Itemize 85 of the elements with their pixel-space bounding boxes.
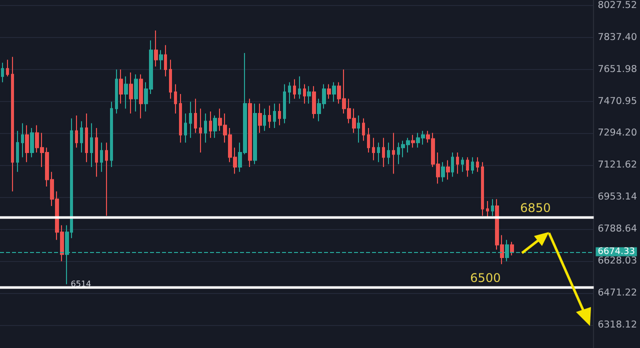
- candlestick: [115, 69, 118, 114]
- candlestick: [298, 76, 301, 100]
- candlestick: [110, 101, 113, 168]
- ref-line-label: 6850: [520, 201, 551, 216]
- candlestick: [154, 30, 158, 68]
- candlestick: [174, 84, 177, 114]
- candlestick: [392, 132, 395, 174]
- y-tick-label: 7651.98: [598, 64, 638, 75]
- candlestick: [100, 142, 103, 172]
- candlestick: [293, 78, 296, 100]
- candlestick: [213, 114, 217, 138]
- y-tick-label: 6953.14: [598, 192, 638, 203]
- candlestick: [169, 59, 172, 100]
- candlestick: [263, 108, 266, 132]
- candlestick: [258, 103, 262, 134]
- candlestick: [21, 122, 24, 158]
- candlestick: [179, 93, 182, 144]
- candlestick: [312, 86, 316, 119]
- candlestick: [283, 84, 286, 124]
- candlestick: [16, 130, 19, 172]
- candlestick: [184, 112, 187, 144]
- candlestick: [1, 62, 4, 83]
- candlestick: [327, 84, 331, 100]
- y-tick-label: 6628.03: [598, 256, 638, 267]
- candlestick: [303, 84, 306, 104]
- candlestick: [124, 76, 128, 110]
- candlestick: [372, 137, 375, 161]
- candlestick: [209, 110, 212, 138]
- candlestick: [164, 44, 167, 77]
- candlestick: [491, 198, 494, 216]
- candlestick: [25, 124, 29, 163]
- candlestick: [90, 122, 93, 168]
- candlestick: [248, 98, 252, 168]
- candlestick: [119, 69, 123, 104]
- candlestick: [75, 114, 78, 148]
- candlestick: [486, 200, 489, 218]
- candlestick: [367, 127, 370, 153]
- y-tick-label: 6471.22: [598, 288, 638, 299]
- candlestick: [273, 103, 276, 128]
- candlestick: [134, 74, 138, 112]
- y-tick-label: 6788.64: [598, 224, 638, 235]
- candlestick: [510, 241, 514, 256]
- candlestick: [441, 162, 445, 182]
- candlestick: [204, 112, 207, 144]
- candlestick: [362, 118, 365, 142]
- y-tick-label: 7837.40: [598, 32, 638, 43]
- candlestick: [476, 156, 479, 172]
- candlestick: [387, 142, 390, 165]
- candlestick: [268, 105, 271, 128]
- candlestick: [6, 59, 9, 77]
- candlestick: [194, 98, 197, 134]
- candlestick: [307, 86, 311, 104]
- candlestick: [189, 101, 192, 138]
- candlestick: [451, 152, 454, 178]
- candlestick: [461, 156, 464, 172]
- y-tick-label: 7121.62: [598, 160, 638, 171]
- candlestick: [357, 114, 360, 144]
- y-tick-label: 7294.20: [598, 128, 638, 139]
- candlestick: [382, 137, 385, 168]
- candlestick: [411, 134, 415, 148]
- candlestick: [105, 142, 108, 216]
- y-tick-label: 6318.12: [598, 319, 638, 330]
- candlestick: [278, 103, 281, 126]
- candlestick: [85, 112, 88, 163]
- candlestick: [159, 50, 163, 70]
- candlestick: [139, 74, 143, 119]
- candlestick: [377, 142, 380, 163]
- candlestick: [446, 160, 450, 180]
- candlestick: [466, 156, 469, 178]
- candlestick: [288, 82, 291, 104]
- candlestick: [332, 82, 336, 102]
- ref-line-label: 6500: [470, 271, 501, 286]
- candlestick: [95, 127, 98, 178]
- candlestick: [80, 120, 83, 153]
- y-tick-label: 8027.52: [598, 0, 638, 11]
- candlestick: [11, 56, 14, 192]
- candlestick: [129, 72, 133, 114]
- candlestick: [456, 152, 459, 174]
- candlestick: [30, 127, 34, 158]
- candlestick: [199, 108, 202, 153]
- candlestick: [253, 103, 257, 165]
- candlestick: [471, 156, 474, 174]
- ref-line-label: 6674.33: [598, 246, 635, 257]
- y-tick-label: 7470.95: [598, 96, 638, 107]
- candlestick: [481, 162, 484, 216]
